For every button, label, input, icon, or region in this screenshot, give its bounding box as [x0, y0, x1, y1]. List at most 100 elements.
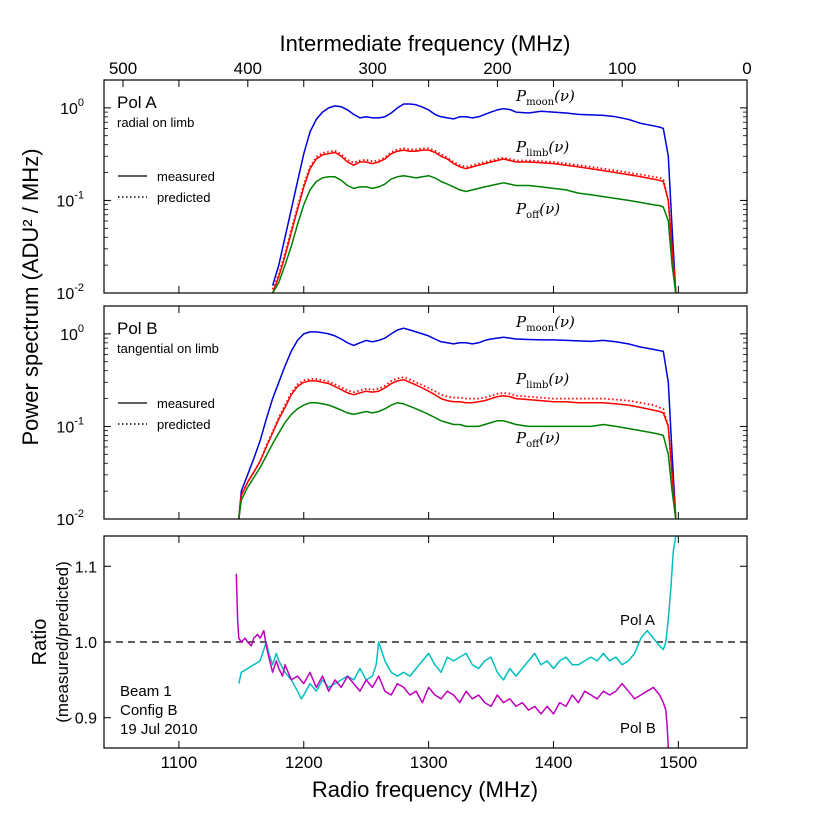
panel-a-label-limb-sub: limb	[526, 148, 548, 159]
panel-b-legend-measured-label: measured	[157, 396, 215, 411]
panel-b-series-2-predicted-p-limb	[237, 376, 677, 520]
top-axis-tick-label: 400	[234, 59, 262, 78]
panel-b-label-off-main: P	[515, 429, 527, 447]
ratio-ylabel-line1: Ratio	[29, 619, 51, 666]
panel-b-label-off: Poff(ν)	[515, 429, 560, 450]
panel-b-series-group	[237, 327, 677, 520]
panel-a-label-limb-arg: (ν)	[548, 138, 569, 156]
panel-a-ytick-label: 10-1	[56, 189, 84, 210]
panel-pol-b: 10-210-1100 Pol B tangential on limb mea…	[56, 305, 748, 529]
panel-a-label-limb: Plimb(ν)	[515, 138, 569, 159]
panel-a-frame	[103, 79, 748, 294]
panel-b-label-moon-sub: moon	[526, 323, 555, 334]
panel-ratio-ytick-label: 0.9	[75, 711, 97, 728]
panel-a-ytick-label: 100	[60, 97, 84, 118]
panel-ratio-series-group	[235, 535, 677, 749]
panel-b-ytick-label: 10-1	[56, 415, 84, 436]
panel-b-label-limb: Plimb(ν)	[515, 370, 569, 391]
panel-b-label-off-sub: off	[526, 439, 540, 450]
panel-a-label-off-sub: off	[526, 210, 540, 221]
panel-b-label-moon: Pmoon(ν)	[515, 313, 575, 334]
panel-ratio-series-0-pol-a	[238, 535, 677, 700]
panel-b-plot-area: 10-210-1100	[56, 305, 748, 529]
panel-a-series-group	[271, 103, 677, 294]
panel-a-legend: measured predicted	[118, 169, 215, 205]
panel-b-legend: measured predicted	[118, 396, 215, 432]
panel-b-series-3-p-off	[238, 402, 677, 520]
panel-b-label-moon-main: P	[515, 313, 527, 331]
ratio-xtick-label: 1100	[161, 753, 198, 772]
panel-b-ytick-label-base: 10	[60, 327, 78, 344]
panel-b-ytick-label: 100	[60, 323, 84, 344]
panel-a-legend-measured-label: measured	[157, 169, 215, 184]
ratio-label-pol-b: Pol B	[620, 720, 656, 737]
top-axis-label: Intermediate frequency (MHz)	[280, 31, 571, 56]
panel-ratio-plot-area: 0.9 1.0 1.1 1100 1200 1300 1400 1500	[75, 535, 748, 772]
panel-a-ytick-label-exponent: -1	[74, 189, 84, 201]
panel-b-ytick-label-base: 10	[56, 512, 74, 529]
panel-b-label-limb-sub: limb	[526, 380, 548, 391]
panel-b-ytick-label-exponent: -2	[74, 508, 84, 520]
ratio-annotation-beam: Beam 1	[120, 683, 172, 700]
shared-ylabel: Power spectrum (ADU² / MHz)	[18, 148, 43, 445]
panel-a-ytick-label-base: 10	[60, 101, 78, 118]
panel-a-label-off: Poff(ν)	[515, 200, 560, 221]
panel-a-series-3-p-off	[271, 174, 677, 294]
ratio-xtick-label: 1200	[285, 753, 323, 772]
panel-a-legend-predicted-label: predicted	[157, 190, 210, 205]
panel-a-ytick-label-exponent: 0	[78, 97, 84, 109]
top-axis-tick-label: 200	[483, 59, 511, 78]
panel-b-subtitle: tangential on limb	[117, 341, 219, 356]
panel-a-ytick-label-base: 10	[56, 286, 74, 303]
panel-a-label-off-main: P	[515, 200, 527, 218]
panel-b-title: Pol B	[117, 319, 158, 338]
panel-b-frame	[103, 305, 748, 520]
bottom-xlabel: Radio frequency (MHz)	[312, 777, 538, 802]
top-axis-tick-label: 500	[109, 59, 137, 78]
panel-a-series-1-p-limb	[271, 149, 677, 294]
panel-ratio-ytick-label: 1.1	[75, 559, 97, 576]
ratio-annotation-config: Config B	[120, 702, 178, 719]
top-axis-tick-label: 300	[358, 59, 386, 78]
panel-a-label-moon-main: P	[515, 87, 527, 105]
panel-b-label-off-arg: (ν)	[539, 429, 560, 447]
panel-a-ytick-label: 10-2	[56, 282, 84, 303]
panel-b-label-limb-main: P	[515, 370, 527, 388]
panel-ratio-ytick-label: 1.0	[75, 635, 97, 652]
panel-b-legend-predicted-label: predicted	[157, 417, 210, 432]
panel-a-ytick-label-base: 10	[56, 193, 74, 210]
panel-a-label-limb-main: P	[515, 138, 527, 156]
top-axis-tick-label: 0	[742, 59, 751, 78]
panel-a-series-0-p-moon	[271, 103, 677, 294]
panel-ratio-ticks: 0.9 1.0 1.1 1100 1200 1300 1400 1500	[75, 536, 747, 772]
panel-ratio-ytick-label-base: 1.0	[75, 635, 97, 652]
ratio-xtick-label: 1300	[410, 753, 448, 772]
panel-b-series-0-p-moon	[238, 327, 677, 520]
ratio-xtick-label: 1500	[659, 753, 697, 772]
panel-b-series-1-p-limb	[238, 378, 677, 520]
ratio-annotation-date: 19 Jul 2010	[120, 721, 198, 738]
panel-a-series-2-predicted-p-limb	[271, 147, 677, 294]
panel-ratio-ytick-label-base: 1.1	[75, 559, 97, 576]
ratio-ylabel-line2: (measured/predicted)	[53, 561, 72, 723]
panel-b-label-limb-arg: (ν)	[548, 370, 569, 388]
panel-ratio-series-1-pol-b	[235, 573, 670, 749]
panel-b-ytick-label: 10-2	[56, 508, 84, 529]
top-axis-tick-label: 100	[608, 59, 636, 78]
panel-ratio: 0.9 1.0 1.1 1100 1200 1300 1400 1500 Ratio (mea…	[29, 535, 748, 772]
panel-b-ticks: 10-210-1100	[56, 306, 747, 529]
ratio-label-pol-a: Pol A	[620, 612, 655, 629]
panel-a-label-moon-sub: moon	[526, 97, 555, 108]
panel-ratio-ytick-label-base: 0.9	[75, 711, 97, 728]
panel-a-ytick-label-exponent: -2	[74, 282, 84, 294]
panel-a-label-off-arg: (ν)	[539, 200, 560, 218]
panel-b-ytick-label-exponent: -1	[74, 415, 84, 427]
panel-a-label-moon: Pmoon(ν)	[515, 87, 575, 108]
panel-ratio-frame	[103, 535, 748, 749]
panel-a-title: Pol A	[117, 93, 157, 112]
ratio-xtick-label: 1400	[535, 753, 573, 772]
panel-a-label-moon-arg: (ν)	[554, 87, 575, 105]
